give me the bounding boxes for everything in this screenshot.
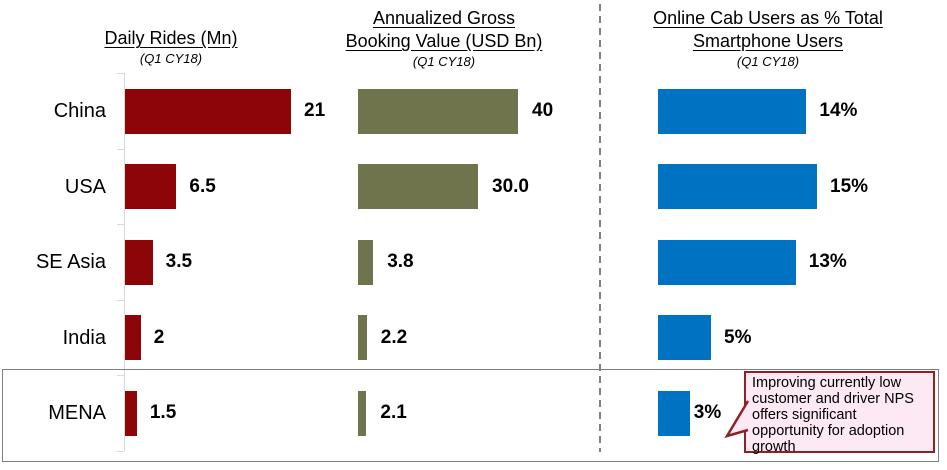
nps-callout-box: Improving currently low customer and dri… [744, 371, 935, 455]
category-label-india: India [62, 326, 106, 349]
header-gross-booking-period: (Q1 CY18) [412, 54, 476, 69]
value-label-annualized-gross-booking-value-usd-bn-mena: 2.1 [380, 402, 407, 423]
header-gross-booking: Annualized Gross Booking Value (USD Bn) … [284, 7, 604, 69]
value-label-daily-rides-mn-usa: 6.5 [189, 175, 216, 197]
bar-daily-rides-mn-se-asia [125, 239, 153, 285]
value-label-annualized-gross-booking-value-usd-bn-china: 40 [532, 100, 554, 121]
category-axis-line [124, 73, 125, 451]
bar-daily-rides-mn-india [125, 315, 141, 360]
header-daily-rides: Daily Rides (Mn) (Q1 CY18) [11, 27, 331, 66]
bar-annualized-gross-booking-value-usd-bn-india [358, 315, 367, 360]
value-label-online-cab-users-as-total-smartphone-users-se-asia: 13% [808, 251, 847, 272]
value-label-online-cab-users-as-total-smartphone-users-india: 5% [724, 326, 752, 348]
bar-online-cab-users-as-total-smartphone-users-india [658, 315, 711, 360]
section-divider-dashed-line [599, 4, 601, 452]
value-label-online-cab-users-as-total-smartphone-users-china: 14% [819, 100, 858, 121]
category-label-mena: MENA [48, 402, 106, 424]
bar-online-cab-users-as-total-smartphone-users-usa [658, 164, 817, 209]
header-online-cab-users: Online Cab Users as % Total Smartphone U… [608, 7, 928, 69]
header-online-cab-users-title-line1: Online Cab Users as % Total [653, 8, 883, 28]
value-label-daily-rides-mn-se-asia: 3.5 [165, 251, 193, 272]
category-axis-tick [117, 73, 124, 75]
bar-annualized-gross-booking-value-usd-bn-mena [358, 390, 367, 436]
value-label-online-cab-users-as-total-smartphone-users-usa: 15% [830, 175, 869, 197]
category-label-china: China [53, 100, 106, 122]
value-label-daily-rides-mn-mena: 1.5 [149, 402, 177, 423]
header-daily-rides-period: (Q1 CY18) [139, 51, 203, 66]
bar-annualized-gross-booking-value-usd-bn-usa [358, 164, 478, 209]
value-label-daily-rides-mn-india: 2 [153, 326, 165, 348]
category-axis-tick [117, 450, 124, 452]
value-label-online-cab-users-as-total-smartphone-users-mena: 3% [693, 402, 722, 423]
header-gross-booking-title-line2: Booking Value (USD Bn) [345, 31, 543, 51]
bar-online-cab-users-as-total-smartphone-users-mena [658, 390, 690, 436]
category-axis-tick [117, 375, 124, 377]
bar-annualized-gross-booking-value-usd-bn-se-asia [358, 239, 374, 285]
header-daily-rides-title: Daily Rides (Mn) [104, 28, 238, 48]
category-label-se-asia: SE Asia [35, 251, 106, 273]
bar-daily-rides-mn-mena [125, 390, 137, 436]
header-online-cab-users-title-line2: Smartphone Users [692, 31, 844, 51]
value-label-annualized-gross-booking-value-usd-bn-se-asia: 3.8 [387, 251, 414, 272]
bar-online-cab-users-as-total-smartphone-users-se-asia [658, 239, 796, 285]
category-label-usa: USA [64, 175, 106, 198]
header-gross-booking-title-line1: Annualized Gross [372, 8, 516, 28]
nps-callout-tail-pointer [724, 400, 750, 439]
category-axis-tick [117, 224, 124, 226]
bar-daily-rides-mn-china [125, 88, 291, 134]
bar-annualized-gross-booking-value-usd-bn-china [358, 88, 518, 134]
value-label-annualized-gross-booking-value-usd-bn-india: 2.2 [380, 326, 408, 348]
bar-daily-rides-mn-usa [125, 164, 177, 209]
header-online-cab-users-period: (Q1 CY18) [736, 54, 800, 69]
value-label-daily-rides-mn-china: 21 [304, 100, 326, 121]
mena-row-highlight-box [2, 369, 939, 462]
category-axis-tick [117, 299, 124, 301]
category-axis-tick [117, 148, 124, 150]
nps-callout-text: Improving currently low customer and dri… [752, 375, 914, 455]
bar-online-cab-users-as-total-smartphone-users-china [658, 88, 807, 134]
value-label-annualized-gross-booking-value-usd-bn-usa: 30.0 [492, 175, 529, 197]
